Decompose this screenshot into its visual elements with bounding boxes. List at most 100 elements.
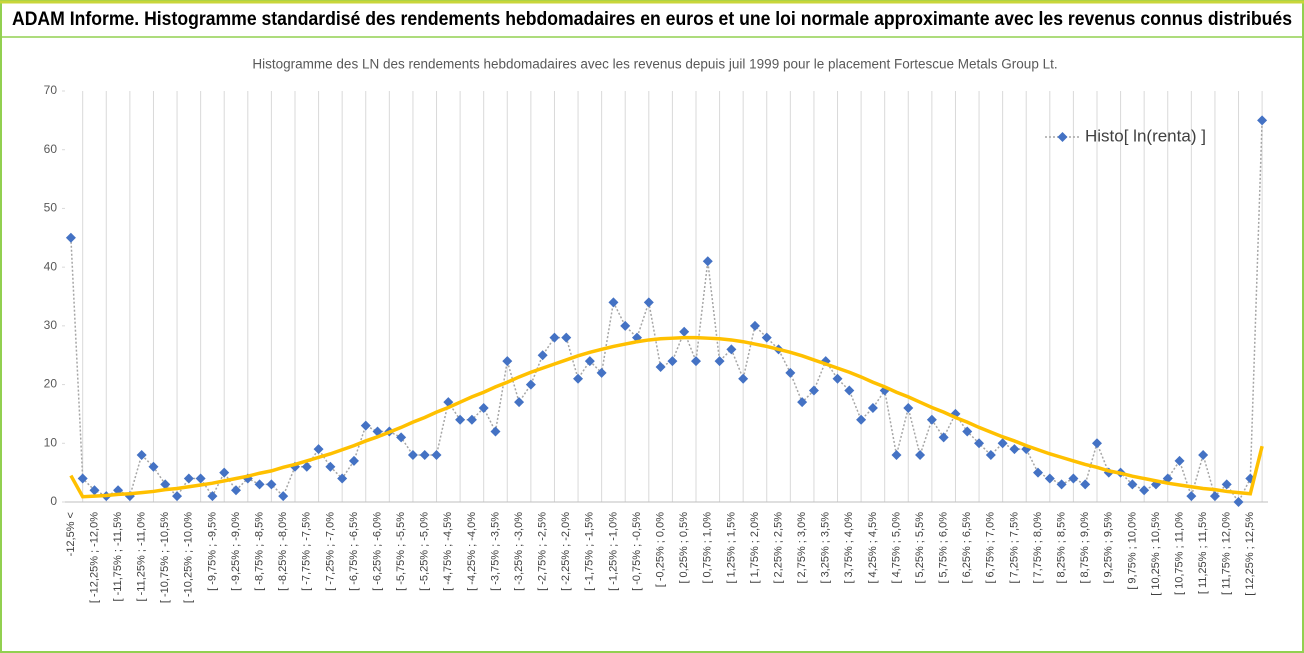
x-tick-label: [ -7,75% ; -7,5% xyxy=(301,512,313,591)
data-point xyxy=(749,320,760,331)
data-point xyxy=(962,426,973,437)
data-point xyxy=(891,450,902,461)
x-tick-label: [ -5,25% ; -5,0% xyxy=(419,512,431,591)
data-point xyxy=(903,403,914,414)
x-tick-label: [ -10,25% ; -10,0% xyxy=(183,512,195,603)
data-point xyxy=(785,367,796,378)
x-tick-label: [ -4,25% ; -4,0% xyxy=(466,512,478,591)
data-point xyxy=(266,479,277,490)
data-point xyxy=(407,450,418,461)
data-point xyxy=(195,473,206,484)
data-point xyxy=(254,479,265,490)
x-tick-label: [ -2,25% ; -2,0% xyxy=(560,512,572,591)
y-tick-label: 60 xyxy=(44,142,58,156)
data-point xyxy=(1209,491,1220,502)
data-point xyxy=(1056,479,1067,490)
data-point xyxy=(313,444,324,455)
data-point xyxy=(1186,491,1197,502)
data-point xyxy=(231,485,242,496)
chart-title: Histogramme des LN des rendements hebdom… xyxy=(252,57,1057,72)
data-point xyxy=(419,450,430,461)
data-point xyxy=(207,491,218,502)
data-point xyxy=(620,320,631,331)
y-tick-label: 0 xyxy=(50,494,57,508)
x-tick-label: [ 5,25% ; 5,5% xyxy=(914,512,926,584)
x-tick-label: [ -12,25% ; -12,0% xyxy=(88,512,100,603)
x-tick-label: [ 4,75% ; 5,0% xyxy=(890,512,902,584)
y-tick-label: 50 xyxy=(44,201,58,215)
data-point xyxy=(89,485,100,496)
data-point xyxy=(1068,473,1079,484)
x-tick-label: [ -10,75% ; -10,5% xyxy=(159,512,171,603)
data-point xyxy=(65,232,76,243)
x-tick-label: [ 11,75% ; 12,0% xyxy=(1221,512,1233,595)
x-tick-label: [ 7,75% ; 8,0% xyxy=(1032,512,1044,584)
data-point xyxy=(478,403,489,414)
x-tick-label: [ -11,25% ; -11,0% xyxy=(136,512,148,602)
x-tick-label: [ -6,75% ; -6,5% xyxy=(348,512,360,591)
data-point xyxy=(915,450,926,461)
x-tick-label: [ 2,25% ; 2,5% xyxy=(772,512,784,584)
x-tick-label: [ -1,75% ; -1,5% xyxy=(584,512,596,591)
data-point xyxy=(396,432,407,443)
data-point xyxy=(832,373,843,384)
data-point xyxy=(596,367,607,378)
page-title: ADAM Informe. Histogramme standardisé de… xyxy=(12,9,1292,30)
data-point xyxy=(325,461,336,472)
data-point xyxy=(867,403,878,414)
data-point xyxy=(1044,473,1055,484)
data-point xyxy=(360,420,371,431)
x-tick-label: [ 8,75% ; 9,0% xyxy=(1079,512,1091,584)
data-point xyxy=(679,326,690,337)
x-tick-label: [ -9,25% ; -9,0% xyxy=(230,512,242,591)
data-point xyxy=(997,438,1008,449)
x-tick-label: [ 5,75% ; 6,0% xyxy=(938,512,950,584)
x-tick-label: [ -3,25% ; -3,0% xyxy=(513,512,525,591)
data-point xyxy=(549,332,560,343)
data-point xyxy=(1233,497,1244,507)
data-point xyxy=(502,356,513,367)
x-tick-label: [ -6,25% ; -6,0% xyxy=(371,512,383,591)
data-point xyxy=(431,450,442,461)
data-point xyxy=(525,379,536,390)
data-point xyxy=(667,356,678,367)
x-tick-label: [ -5,75% ; -5,5% xyxy=(395,512,407,591)
data-point xyxy=(738,373,749,384)
data-point xyxy=(926,414,937,425)
data-point xyxy=(985,450,996,461)
x-tick-label: [ 10,25% ; 10,5% xyxy=(1150,512,1162,596)
y-tick-label: 20 xyxy=(44,377,58,391)
data-point xyxy=(455,414,466,425)
legend-label: Histo[ ln(renta) ] xyxy=(1085,126,1206,145)
data-point xyxy=(1174,455,1185,466)
data-point xyxy=(1198,450,1209,461)
data-point xyxy=(1257,115,1268,126)
x-tick-label: [ -3,75% ; -3,5% xyxy=(489,512,501,591)
y-tick-label: 40 xyxy=(44,259,58,273)
series-line xyxy=(69,335,1264,499)
data-point xyxy=(183,473,194,484)
data-point xyxy=(1091,438,1102,449)
x-tick-label: [ 0,75% ; 1,0% xyxy=(702,512,714,584)
data-point xyxy=(1080,479,1091,490)
x-tick-label: [ 10,75% ; 11,0% xyxy=(1173,512,1185,595)
x-tick-label: [ 9,75% ; 10,0% xyxy=(1126,512,1138,590)
data-point xyxy=(337,473,348,484)
x-tick-label: [ 11,25% ; 11,5% xyxy=(1197,512,1209,594)
data-point xyxy=(219,467,230,478)
data-point xyxy=(1221,479,1232,490)
data-point xyxy=(1139,485,1150,496)
x-tick-label: [ 3,25% ; 3,5% xyxy=(820,512,832,584)
x-tick-label: [ 4,25% ; 4,5% xyxy=(867,512,879,584)
data-point xyxy=(643,297,654,308)
y-tick-label: 30 xyxy=(44,318,58,332)
data-point xyxy=(608,297,619,308)
x-tick-label: -12,5% < xyxy=(65,512,77,556)
x-tick-label: [ 3,75% ; 4,0% xyxy=(843,512,855,584)
data-point xyxy=(136,450,147,461)
x-tick-label: [ 6,75% ; 7,0% xyxy=(985,512,997,584)
x-tick-label: [ 9,25% ; 9,5% xyxy=(1103,512,1115,584)
y-tick-label: 70 xyxy=(44,83,58,97)
